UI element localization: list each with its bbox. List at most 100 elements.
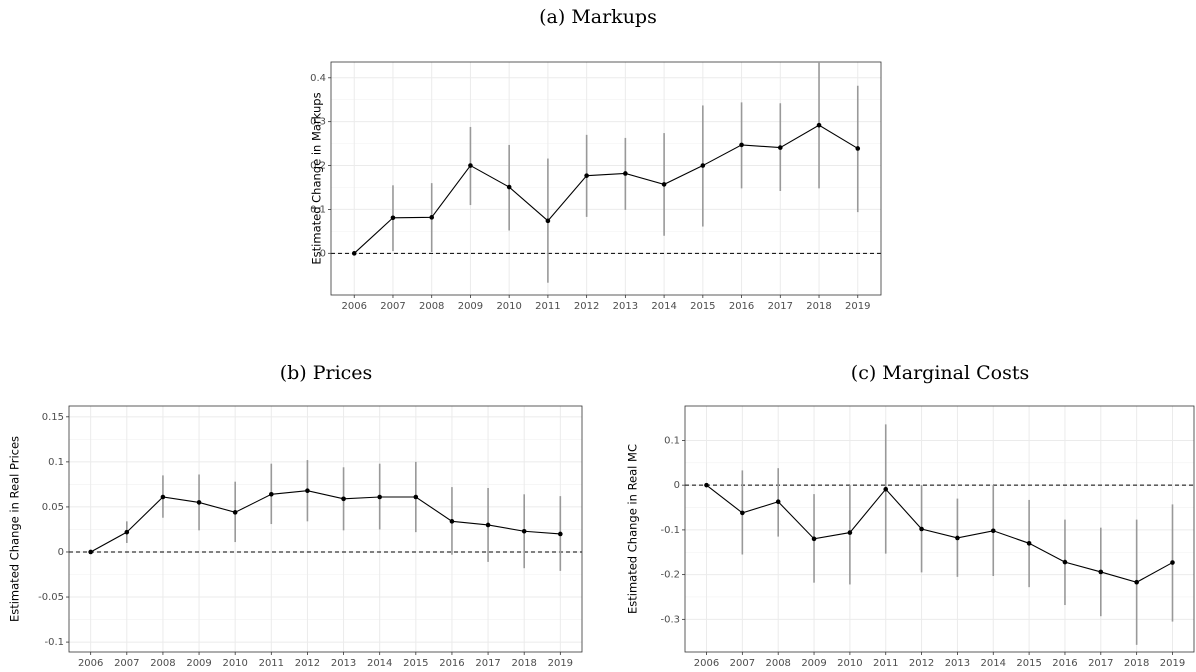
point	[847, 530, 853, 535]
point	[429, 215, 435, 220]
x-tick-label: 2014	[651, 301, 676, 312]
x-tick-label: 2013	[331, 658, 356, 669]
x-tick-label: 2015	[690, 301, 715, 312]
point	[558, 531, 563, 537]
x-tick-label: 2009	[801, 658, 826, 669]
y-tick-label: 0.3	[310, 117, 326, 128]
point	[883, 486, 889, 492]
x-tick-label: 2006	[342, 301, 367, 312]
point	[855, 146, 861, 151]
x-tick-label: 2009	[186, 658, 211, 669]
x-tick-label: 2012	[295, 658, 320, 669]
point	[811, 536, 817, 542]
point	[160, 494, 166, 500]
point	[485, 522, 491, 528]
point	[232, 510, 238, 515]
point	[506, 184, 512, 190]
point	[1134, 579, 1139, 585]
point	[775, 499, 781, 505]
x-tick-label: 2015	[403, 658, 428, 669]
point	[88, 549, 93, 555]
x-tick-label: 2015	[1016, 658, 1041, 669]
y-tick-label: -0.05	[38, 592, 64, 603]
x-tick-label: 2010	[837, 658, 862, 669]
point	[449, 519, 455, 524]
y-tick-label: -0.3	[660, 614, 680, 625]
point	[341, 496, 346, 502]
point	[521, 528, 527, 534]
line	[90, 490, 561, 553]
panel-border	[684, 405, 1195, 653]
y-axis-label: Estimated Change in Real MC	[626, 444, 640, 614]
panel	[69, 406, 582, 652]
y-tick-label: 0.2	[310, 161, 326, 172]
x-tick-label: 2008	[150, 658, 175, 669]
x-tick-label: 2009	[458, 301, 483, 312]
panel-border	[330, 61, 882, 296]
panel-border	[68, 405, 583, 653]
y-axis-label: Estimated Change in Real Prices	[8, 436, 22, 622]
x-tick-label: 2018	[511, 658, 536, 669]
x-tick-label: 2008	[765, 658, 790, 669]
x-tick-label: 2012	[574, 301, 599, 312]
x-tick-label: 2006	[694, 658, 719, 669]
chart-title: (c) Marginal Costs	[851, 362, 1029, 384]
point	[1062, 559, 1068, 565]
y-tick-label: -0.1	[44, 637, 64, 648]
point	[816, 122, 822, 128]
x-tick-label: 2007	[730, 658, 755, 669]
point	[468, 163, 473, 168]
point	[919, 526, 924, 532]
point	[739, 142, 744, 148]
x-tick-label: 2018	[1124, 658, 1149, 669]
y-tick-label: -0.1	[660, 525, 680, 536]
point	[700, 163, 706, 168]
x-tick-label: 2013	[613, 301, 638, 312]
point	[740, 510, 745, 516]
x-tick-label: 2010	[496, 301, 521, 312]
point	[704, 482, 709, 488]
y-tick-label: 0.15	[42, 412, 64, 423]
x-tick-label: 2011	[873, 658, 898, 669]
line	[706, 484, 1173, 583]
x-tick-label: 2019	[548, 658, 573, 669]
x-tick-label: 2007	[380, 301, 405, 312]
x-tick-label: 2008	[419, 301, 444, 312]
y-tick-label: 0.1	[48, 457, 64, 468]
y-tick-label: 0.1	[310, 204, 326, 215]
point	[545, 218, 551, 224]
point	[377, 494, 382, 500]
x-tick-label: 2006	[78, 658, 103, 669]
point	[1170, 560, 1175, 565]
x-tick-label: 2012	[909, 658, 934, 669]
point	[351, 251, 357, 256]
y-tick-label: 0.1	[664, 435, 680, 446]
point	[955, 535, 960, 541]
point	[1098, 569, 1104, 575]
x-tick-label: 2017	[475, 658, 500, 669]
point	[196, 500, 202, 505]
point	[777, 145, 783, 150]
point	[269, 492, 274, 497]
x-tick-label: 2019	[1160, 658, 1185, 669]
panel	[685, 406, 1194, 652]
x-tick-label: 2016	[729, 301, 754, 312]
point	[124, 529, 130, 535]
y-tick-label: 0.4	[310, 73, 326, 84]
line	[353, 124, 859, 254]
y-tick-label: 0	[674, 480, 680, 491]
y-tick-label: -0.2	[660, 570, 680, 581]
x-tick-label: 2011	[535, 301, 560, 312]
point	[305, 488, 310, 494]
x-tick-label: 2013	[945, 658, 970, 669]
x-tick-label: 2018	[806, 301, 831, 312]
y-tick-label: 0.05	[42, 502, 64, 513]
chart-title: (a) Markups	[539, 6, 657, 28]
panel	[331, 62, 881, 295]
point	[661, 182, 667, 187]
point	[990, 528, 996, 534]
x-tick-label: 2011	[259, 658, 284, 669]
chart-title: (b) Prices	[280, 362, 373, 384]
point	[413, 494, 419, 500]
